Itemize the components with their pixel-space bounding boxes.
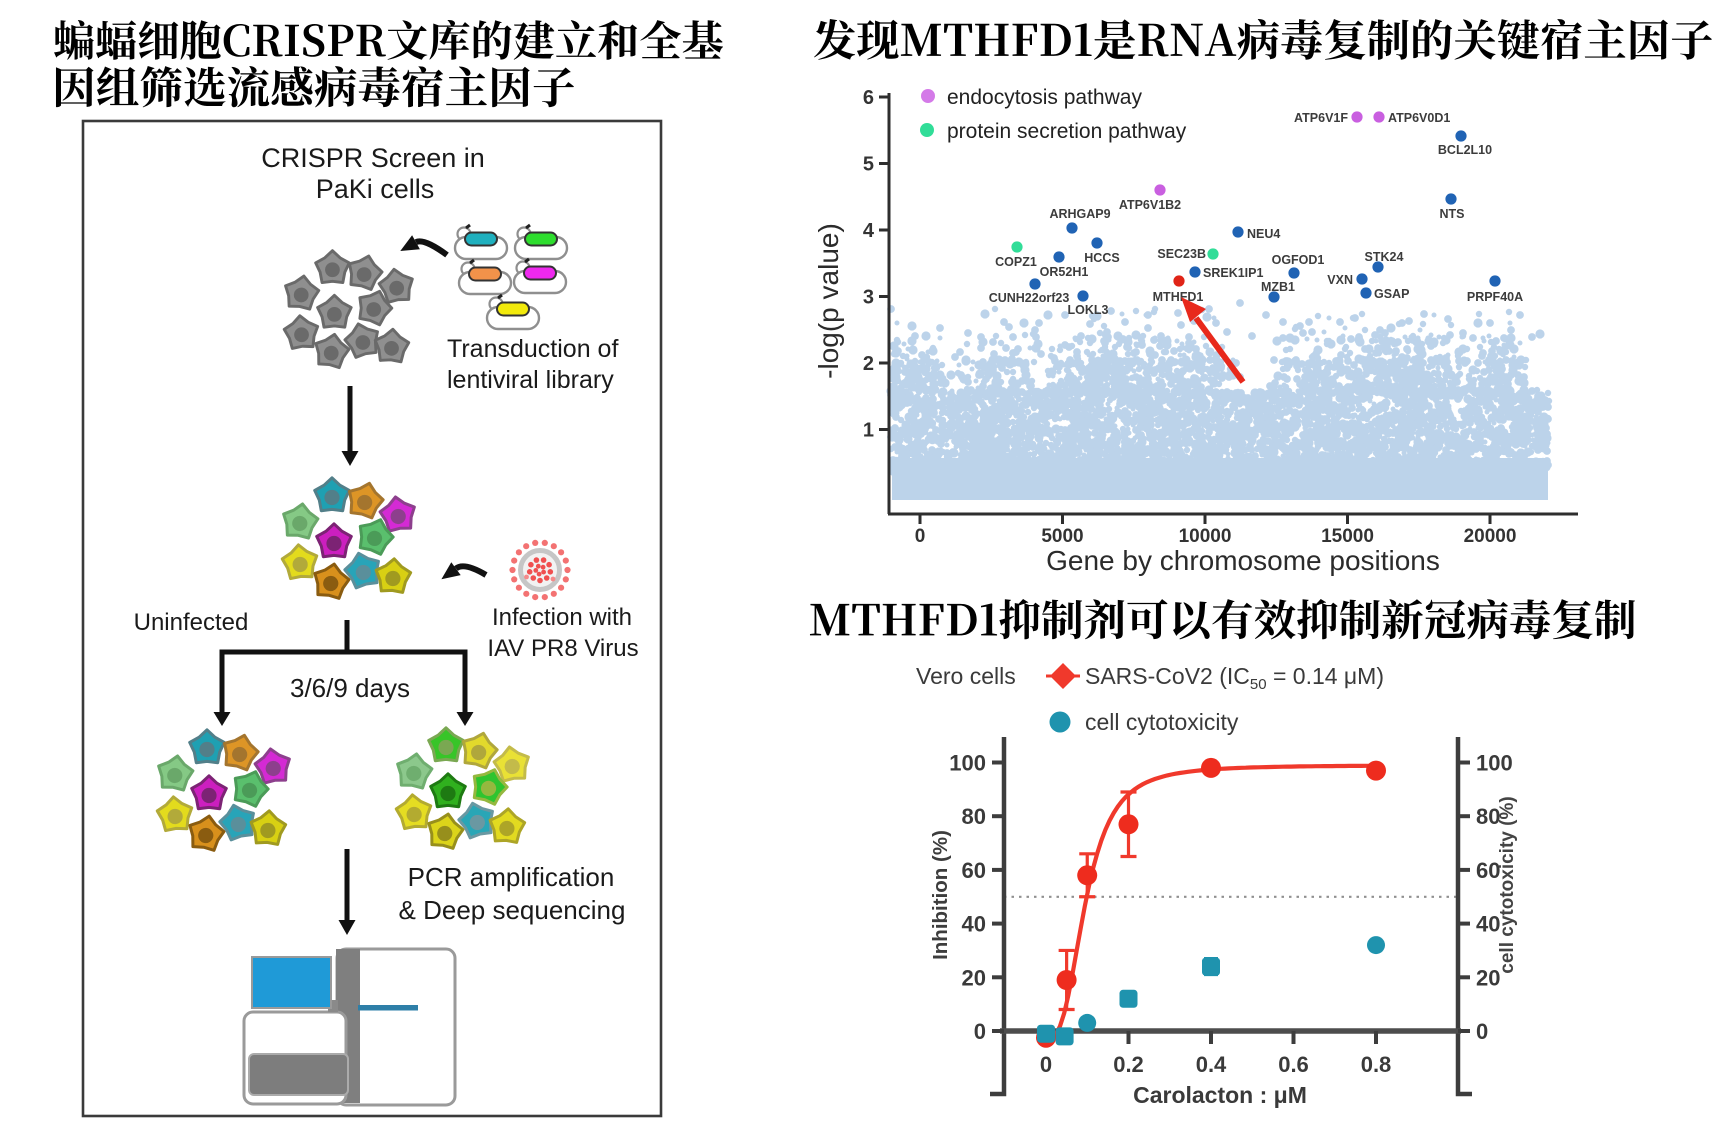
svg-text:20: 20 <box>1476 965 1500 990</box>
svg-text:STK24: STK24 <box>1365 250 1404 264</box>
svg-text:3/6/9 days: 3/6/9 days <box>290 673 410 703</box>
svg-text:60: 60 <box>1476 858 1500 883</box>
svg-text:OR52H1: OR52H1 <box>1040 265 1089 279</box>
svg-text:NTS: NTS <box>1440 207 1465 221</box>
svg-text:Infection with: Infection with <box>492 604 632 631</box>
svg-text:Inhibition (%): Inhibition (%) <box>929 830 952 960</box>
svg-text:VXN: VXN <box>1327 273 1353 287</box>
svg-text:80: 80 <box>962 804 986 829</box>
svg-text:0: 0 <box>915 526 926 547</box>
svg-text:20: 20 <box>962 965 986 990</box>
svg-text:0.2: 0.2 <box>1113 1052 1144 1077</box>
svg-text:5: 5 <box>863 154 874 176</box>
svg-text:LOKL3: LOKL3 <box>1068 303 1109 317</box>
svg-text:4: 4 <box>863 220 875 242</box>
svg-text:CUNH22orf23: CUNH22orf23 <box>989 291 1070 305</box>
svg-text:Carolacton : μM: Carolacton : μM <box>1133 1082 1307 1108</box>
svg-text:ARHGAP9: ARHGAP9 <box>1049 207 1110 221</box>
svg-text:ATP6V1F: ATP6V1F <box>1294 111 1348 125</box>
svg-text:ATP6V0D1: ATP6V0D1 <box>1388 111 1450 125</box>
svg-text:0.8: 0.8 <box>1361 1052 1392 1077</box>
svg-text:100: 100 <box>1476 751 1513 776</box>
svg-text:0: 0 <box>1040 1052 1052 1077</box>
svg-text:2: 2 <box>863 353 874 375</box>
svg-text:NEU4: NEU4 <box>1247 227 1280 241</box>
svg-text:Gene by chromosome positions: Gene by chromosome positions <box>1046 545 1440 576</box>
svg-text:0: 0 <box>1476 1019 1488 1044</box>
svg-text:-log(p value): -log(p value) <box>813 223 844 379</box>
svg-text:CRISPR Screen in: CRISPR Screen in <box>261 143 485 173</box>
svg-text:cell cytotoxicity (%): cell cytotoxicity (%) <box>1497 796 1518 973</box>
svg-text:40: 40 <box>962 912 986 937</box>
svg-text:6: 6 <box>863 87 874 109</box>
svg-text:endocytosis pathway: endocytosis pathway <box>947 86 1142 109</box>
svg-text:0.4: 0.4 <box>1196 1052 1227 1077</box>
svg-text:GSAP: GSAP <box>1374 287 1409 301</box>
svg-text:40: 40 <box>1476 912 1500 937</box>
svg-text:COPZ1: COPZ1 <box>995 255 1037 269</box>
svg-text:IAV PR8 Virus: IAV PR8 Virus <box>487 635 638 662</box>
svg-text:ATP6V1B2: ATP6V1B2 <box>1119 198 1181 212</box>
svg-text:15000: 15000 <box>1321 526 1374 547</box>
svg-text:HCCS: HCCS <box>1084 251 1119 265</box>
svg-text:60: 60 <box>962 858 986 883</box>
svg-text:protein secretion pathway: protein secretion pathway <box>947 120 1187 143</box>
svg-text:100: 100 <box>949 751 986 776</box>
svg-text:SARS-CoV2 (IC50 = 0.14 μM): SARS-CoV2 (IC50 = 0.14 μM) <box>1085 663 1384 693</box>
svg-text:BCL2L10: BCL2L10 <box>1438 143 1492 157</box>
svg-text:OGFOD1: OGFOD1 <box>1272 253 1325 267</box>
svg-text:80: 80 <box>1476 804 1500 829</box>
svg-text:10000: 10000 <box>1179 526 1232 547</box>
svg-text:0: 0 <box>974 1019 986 1044</box>
svg-text:1: 1 <box>863 420 874 442</box>
svg-text:0.6: 0.6 <box>1278 1052 1309 1077</box>
svg-text:MZB1: MZB1 <box>1261 280 1295 294</box>
svg-text:Uninfected: Uninfected <box>134 609 249 636</box>
svg-text:MTHFD1: MTHFD1 <box>1153 290 1204 304</box>
svg-text:PaKi cells: PaKi cells <box>316 174 435 204</box>
svg-text:& Deep sequencing: & Deep sequencing <box>399 895 626 925</box>
svg-text:3: 3 <box>863 287 874 309</box>
svg-text:cell cytotoxicity: cell cytotoxicity <box>1085 709 1239 735</box>
svg-text:SEC23B: SEC23B <box>1157 247 1206 261</box>
svg-text:20000: 20000 <box>1464 526 1517 547</box>
svg-text:5000: 5000 <box>1041 526 1083 547</box>
svg-text:SREK1IP1: SREK1IP1 <box>1203 266 1263 280</box>
svg-text:PRPF40A: PRPF40A <box>1467 290 1523 304</box>
svg-text:PCR amplification: PCR amplification <box>408 862 615 892</box>
svg-text:Vero cells: Vero cells <box>916 663 1016 689</box>
svg-text:Transduction of: Transduction of <box>447 335 618 363</box>
svg-text:lentiviral library: lentiviral library <box>447 366 614 394</box>
